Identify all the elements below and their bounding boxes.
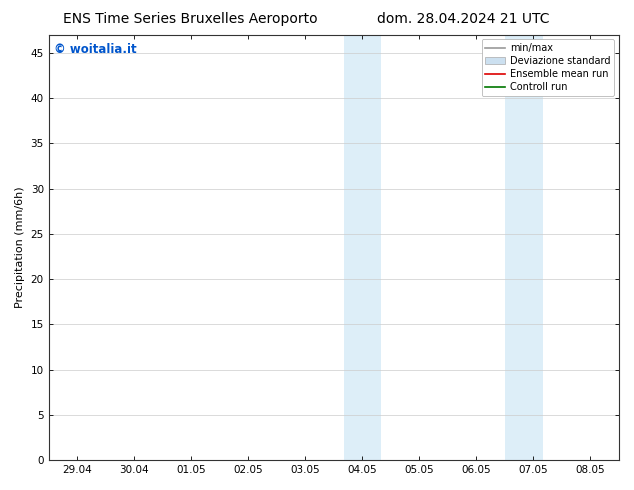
- Legend: min/max, Deviazione standard, Ensemble mean run, Controll run: min/max, Deviazione standard, Ensemble m…: [482, 40, 614, 96]
- Bar: [344, 35, 363, 460]
- Text: © woitalia.it: © woitalia.it: [55, 43, 137, 56]
- Y-axis label: Precipitation (mm/6h): Precipitation (mm/6h): [15, 187, 25, 308]
- Bar: [524, 35, 543, 460]
- Text: dom. 28.04.2024 21 UTC: dom. 28.04.2024 21 UTC: [377, 12, 549, 26]
- Bar: [505, 35, 524, 460]
- Bar: [363, 35, 381, 460]
- Text: ENS Time Series Bruxelles Aeroporto: ENS Time Series Bruxelles Aeroporto: [63, 12, 318, 26]
